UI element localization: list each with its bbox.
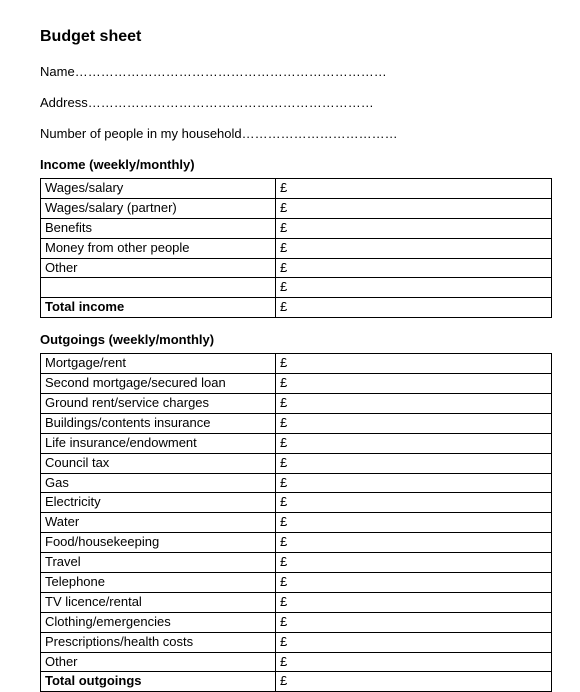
total-label: Total income [41,298,276,318]
table-total-row: Total income£ [41,298,552,318]
row-label: Money from other people [41,238,276,258]
total-label: Total outgoings [41,672,276,692]
table-row: Clothing/emergencies£ [41,612,552,632]
household-dots: ……………………………… [242,126,398,141]
household-label: Number of people in my household [40,126,242,141]
outgoings-table: Mortgage/rent£Second mortgage/secured lo… [40,353,552,692]
table-row: Wages/salary (partner)£ [41,198,552,218]
row-label: Buildings/contents insurance [41,413,276,433]
row-label: Gas [41,473,276,493]
row-label: Food/housekeeping [41,533,276,553]
table-row: Ground rent/service charges£ [41,394,552,414]
row-value: £ [276,433,552,453]
name-label: Name [40,64,75,79]
row-label: Travel [41,553,276,573]
row-label: Ground rent/service charges [41,394,276,414]
row-label: Life insurance/endowment [41,433,276,453]
row-label: Other [41,258,276,278]
row-value: £ [276,238,552,258]
income-table: Wages/salary£Wages/salary (partner)£Bene… [40,178,552,318]
table-row: Council tax£ [41,453,552,473]
row-label: TV licence/rental [41,592,276,612]
table-row: Wages/salary£ [41,179,552,199]
page-title: Budget sheet [40,28,552,46]
row-value: £ [276,413,552,433]
total-value: £ [276,298,552,318]
row-label: Wages/salary [41,179,276,199]
table-row: Benefits£ [41,218,552,238]
row-value: £ [276,473,552,493]
address-field: Address………………………………………………………… [40,95,552,110]
address-label: Address [40,95,88,110]
row-value: £ [276,453,552,473]
row-value: £ [276,652,552,672]
table-total-row: Total outgoings£ [41,672,552,692]
row-label: Prescriptions/health costs [41,632,276,652]
household-field: Number of people in my household……………………… [40,126,552,141]
row-value: £ [276,533,552,553]
row-value: £ [276,258,552,278]
table-row: Mortgage/rent£ [41,354,552,374]
row-value: £ [276,278,552,298]
row-value: £ [276,592,552,612]
row-value: £ [276,374,552,394]
table-row: Life insurance/endowment£ [41,433,552,453]
row-label: Water [41,513,276,533]
row-label: Telephone [41,573,276,593]
row-value: £ [276,354,552,374]
table-row: Prescriptions/health costs£ [41,632,552,652]
table-row: Gas£ [41,473,552,493]
table-row: Travel£ [41,553,552,573]
table-row: Telephone£ [41,573,552,593]
outgoings-heading: Outgoings (weekly/monthly) [40,332,552,347]
table-row: Food/housekeeping£ [41,533,552,553]
table-row: Second mortgage/secured loan£ [41,374,552,394]
name-dots: ……………………………………………………………… [75,64,387,79]
row-label: Benefits [41,218,276,238]
row-label: Other [41,652,276,672]
table-row: Electricity£ [41,493,552,513]
row-label [41,278,276,298]
row-value: £ [276,573,552,593]
row-value: £ [276,179,552,199]
row-value: £ [276,394,552,414]
row-value: £ [276,553,552,573]
row-value: £ [276,632,552,652]
row-value: £ [276,198,552,218]
income-heading: Income (weekly/monthly) [40,157,552,172]
address-dots: ………………………………………………………… [88,95,374,110]
row-label: Electricity [41,493,276,513]
row-value: £ [276,612,552,632]
total-value: £ [276,672,552,692]
table-row: Other£ [41,652,552,672]
table-row: Other£ [41,258,552,278]
table-row: TV licence/rental£ [41,592,552,612]
row-value: £ [276,493,552,513]
table-row: £ [41,278,552,298]
row-label: Second mortgage/secured loan [41,374,276,394]
row-value: £ [276,513,552,533]
row-label: Clothing/emergencies [41,612,276,632]
table-row: Buildings/contents insurance£ [41,413,552,433]
row-label: Mortgage/rent [41,354,276,374]
row-value: £ [276,218,552,238]
table-row: Money from other people£ [41,238,552,258]
row-label: Council tax [41,453,276,473]
row-label: Wages/salary (partner) [41,198,276,218]
name-field: Name……………………………………………………………… [40,64,552,79]
table-row: Water£ [41,513,552,533]
